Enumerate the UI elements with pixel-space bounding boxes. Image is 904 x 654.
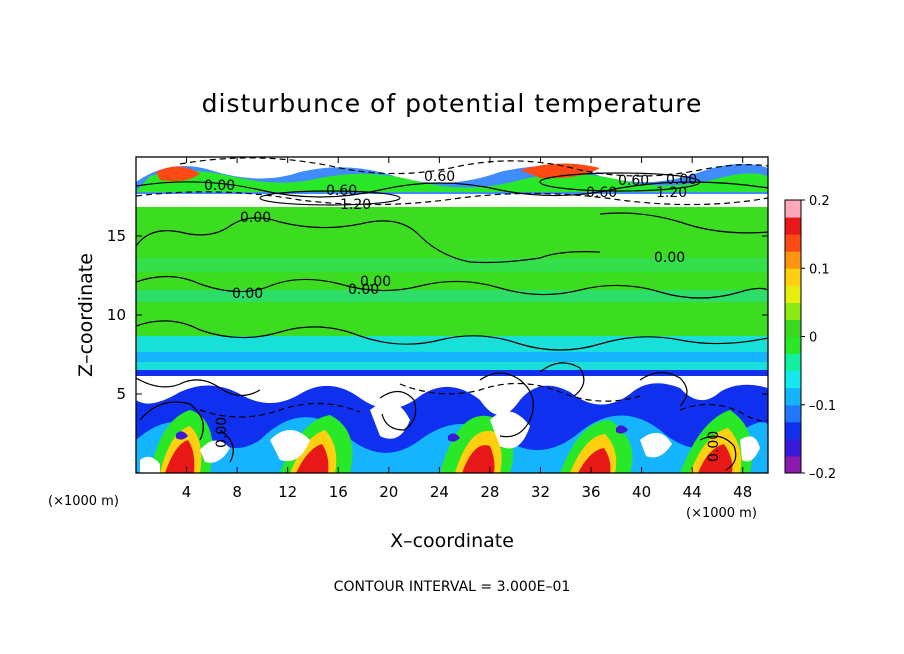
colorbar-swatch [785, 268, 801, 286]
plot-area [136, 157, 768, 473]
x-tick-label: 24 [430, 483, 449, 501]
contour-label: 0.00 [654, 250, 685, 266]
colorbar-swatch [785, 353, 801, 372]
colorbar-swatch [785, 438, 801, 457]
contour-label: 0.00 [666, 172, 697, 188]
upper-white-strip [136, 194, 768, 206]
colorbar-tick-label: 0 [809, 331, 817, 346]
y-tick-label: 10 [107, 306, 126, 324]
y-tick-label: 5 [116, 385, 126, 403]
colorbar-swatch [785, 319, 801, 337]
x-axis: 4 8 12 16 20 24 28 32 36 40 44 48 [182, 157, 752, 501]
contour-label: 0.00 [214, 417, 230, 448]
colorbar-swatch [785, 217, 801, 235]
colorbar-swatch [785, 404, 801, 423]
colorbar-swatch [785, 455, 801, 474]
colorbar-swatch [785, 200, 801, 218]
colorbar-tick-label: 0.2 [809, 194, 830, 209]
colorbar-tick-label: 0.1 [809, 262, 830, 277]
x-tick-label: 40 [632, 483, 651, 501]
contour-label: 0.60 [618, 173, 649, 189]
colorbar-swatch [785, 234, 801, 252]
contour-label: 0.00 [348, 282, 379, 298]
blue-layer [136, 352, 768, 362]
contour-label: 0.00 [204, 178, 235, 194]
colorbar-swatch [785, 251, 801, 269]
upper-green-patch [136, 171, 768, 192]
colorbar-swatch [785, 336, 801, 355]
x-tick-label: 36 [581, 483, 600, 501]
contour-label: 0.60 [424, 169, 455, 185]
colorbar-swatch [785, 421, 801, 440]
colorbar-swatch [785, 285, 801, 303]
y-axis: 5 10 15 [107, 227, 768, 403]
lower-red-patches [165, 440, 733, 473]
chart-title: disturbunce of potential temperature [202, 89, 703, 118]
contour-interval-note: CONTOUR INTERVAL = 3.000E–01 [334, 579, 571, 595]
contour-label: 1.20 [340, 197, 371, 213]
x-axis-unit-left: (×1000 m) [48, 494, 119, 509]
x-tick-label: 4 [182, 483, 192, 501]
x-tick-label: 48 [733, 483, 752, 501]
colorbar-swatch [785, 387, 801, 406]
colorbar-tick-label: –0.1 [809, 399, 836, 414]
x-tick-label: 20 [379, 483, 398, 501]
x-axis-unit-right: (×1000 m) [686, 506, 757, 521]
cyan-layer-2 [136, 290, 768, 302]
x-axis-title: X–coordinate [390, 530, 514, 552]
x-tick-label: 16 [329, 483, 348, 501]
dark-layer [136, 370, 768, 376]
contour-label: 0.60 [326, 183, 357, 199]
contour-label: 0.60 [586, 185, 617, 201]
x-tick-label: 44 [683, 483, 702, 501]
contour-label: 1.20 [656, 185, 687, 201]
x-tick-label: 8 [232, 483, 242, 501]
contour-labels: 0.00 0.60 0.60 0.60 1.20 0.60 1.20 0.00 … [204, 169, 722, 462]
x-tick-label: 28 [480, 483, 499, 501]
colorbar: 0.2 0.1 0 –0.1 –0.2 [784, 194, 836, 482]
y-axis-title: Z–coordinate [75, 253, 97, 377]
contour-label: 0.00 [360, 274, 391, 290]
y-tick-label: 15 [107, 227, 126, 245]
contour-label: 0.00 [706, 431, 722, 462]
contour-label: 0.00 [240, 210, 271, 226]
colorbar-tick-label: –0.2 [809, 467, 836, 482]
lower-white-patches [136, 376, 768, 473]
upper-red-patch [156, 163, 600, 182]
x-tick-label: 32 [531, 483, 550, 501]
contour-label: 0.00 [232, 286, 263, 302]
contour-lines [136, 157, 768, 471]
colorbar-swatch [785, 370, 801, 389]
x-tick-label: 12 [278, 483, 297, 501]
cyan-layer-1 [136, 258, 768, 272]
colorbar-swatch [785, 302, 801, 320]
